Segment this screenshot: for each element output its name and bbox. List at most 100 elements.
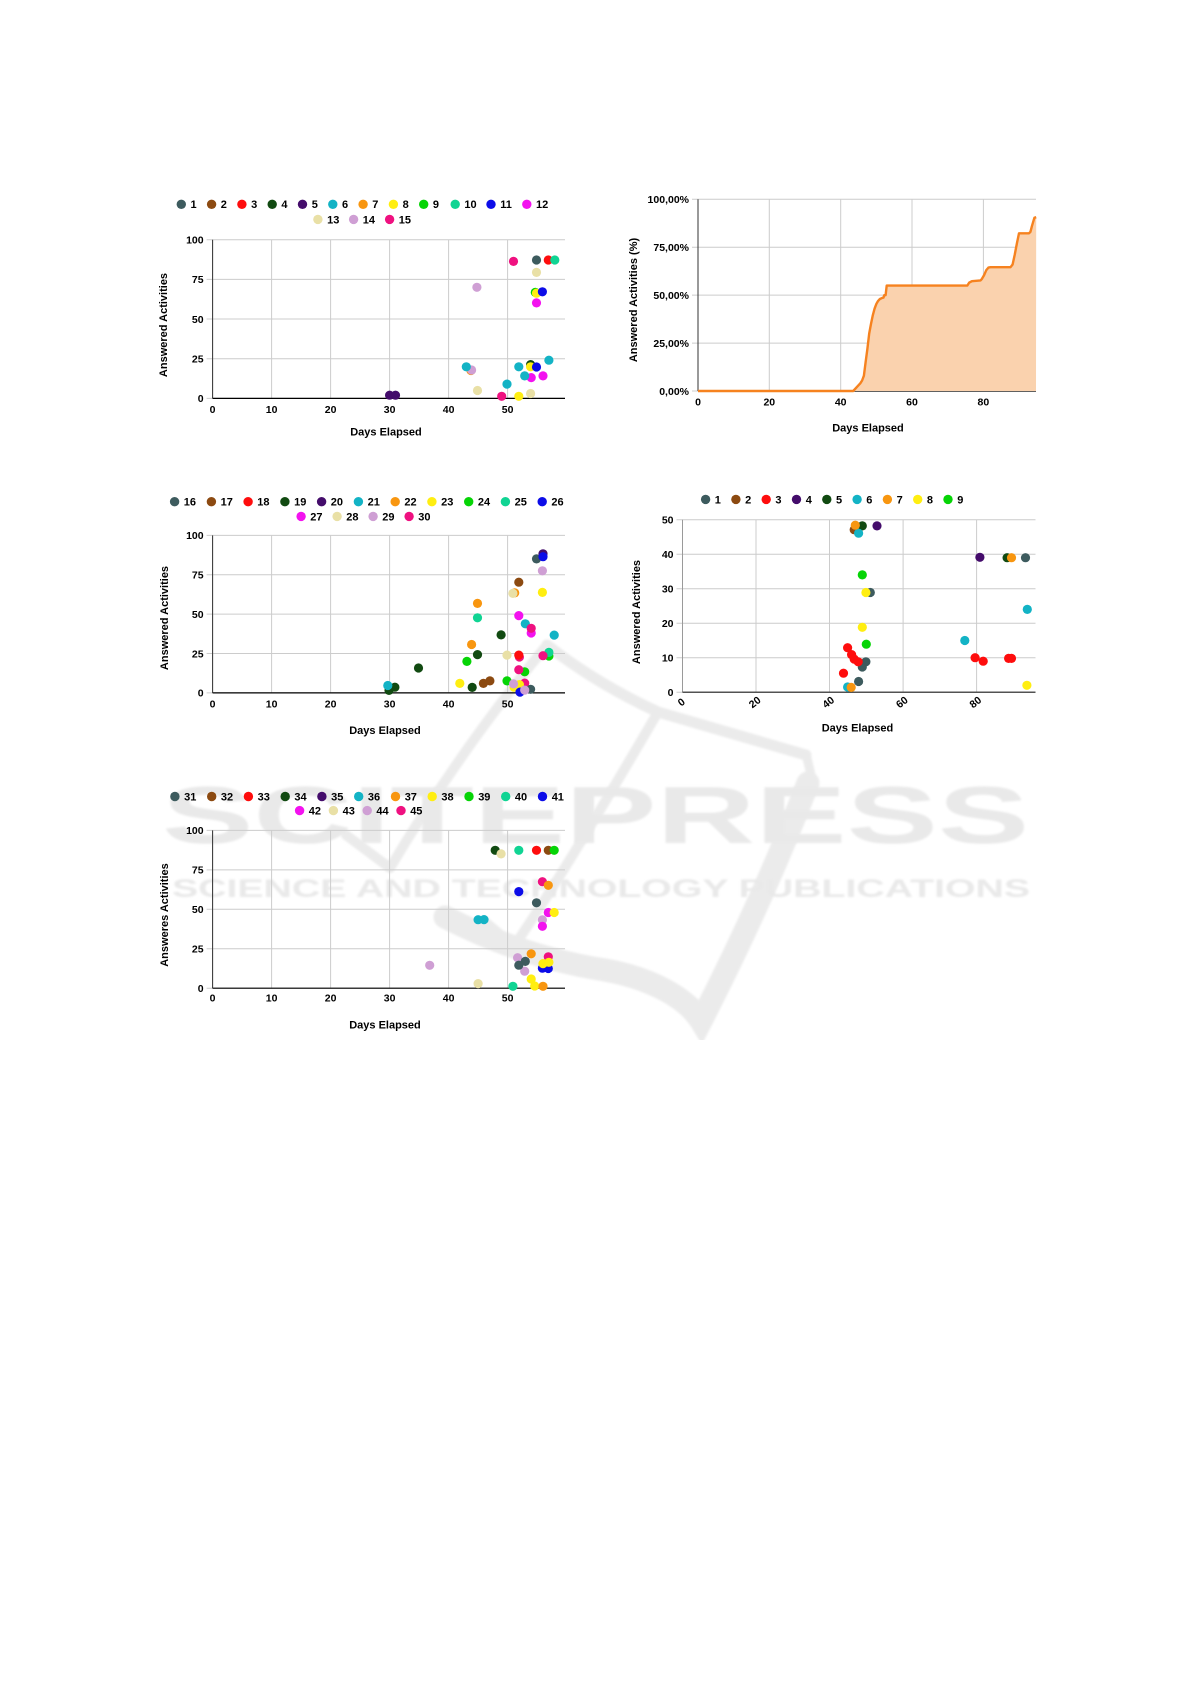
svg-text:0: 0 [198,393,204,405]
svg-text:100: 100 [186,825,204,837]
svg-text:25: 25 [192,354,204,366]
svg-text:20: 20 [763,397,775,409]
svg-text:0: 0 [198,983,204,995]
svg-text:16: 16 [184,497,196,509]
svg-text:41: 41 [552,791,564,803]
svg-text:43: 43 [343,806,355,818]
svg-text:SCITEPRESS: SCITEPRESS [162,770,1029,861]
svg-text:8: 8 [403,199,409,211]
svg-text:0: 0 [668,687,674,699]
svg-text:3: 3 [251,199,257,211]
svg-text:21: 21 [368,497,380,509]
svg-text:Answered Activities: Answered Activities [631,560,643,664]
svg-text:0: 0 [210,404,216,416]
svg-text:40: 40 [515,791,527,803]
svg-text:33: 33 [258,791,270,803]
svg-text:20: 20 [325,698,337,710]
svg-text:60: 60 [906,397,918,409]
svg-text:100: 100 [186,235,204,247]
svg-text:29: 29 [382,511,394,523]
svg-text:5: 5 [836,494,842,506]
svg-text:1: 1 [191,199,197,211]
svg-text:24: 24 [478,497,491,509]
svg-text:50: 50 [502,404,514,416]
svg-text:27: 27 [310,511,322,523]
svg-text:10: 10 [266,993,278,1005]
svg-text:2: 2 [221,199,227,211]
svg-text:14: 14 [363,214,376,226]
svg-text:37: 37 [405,791,417,803]
svg-text:100: 100 [186,530,204,542]
svg-text:7: 7 [372,199,378,211]
svg-text:10: 10 [662,653,674,665]
svg-text:13: 13 [327,214,339,226]
svg-text:0: 0 [198,688,204,700]
svg-text:40: 40 [443,993,455,1005]
svg-text:9: 9 [433,199,439,211]
svg-text:80: 80 [978,397,990,409]
svg-text:19: 19 [294,497,306,509]
svg-text:75,00%: 75,00% [653,242,689,254]
svg-text:4: 4 [281,199,288,211]
svg-text:10: 10 [464,199,476,211]
svg-text:10: 10 [266,698,278,710]
svg-text:Answeres Activities: Answeres Activities [159,863,171,967]
svg-text:12: 12 [536,199,548,211]
svg-text:5: 5 [312,199,318,211]
svg-text:25,00%: 25,00% [653,338,689,350]
svg-text:20: 20 [325,993,337,1005]
svg-text:0: 0 [210,698,216,710]
svg-text:35: 35 [331,791,343,803]
svg-text:40: 40 [662,549,674,561]
svg-text:38: 38 [441,791,453,803]
svg-text:20: 20 [331,497,343,509]
svg-text:30: 30 [384,698,396,710]
svg-text:100,00%: 100,00% [648,194,690,206]
svg-text:3: 3 [775,494,781,506]
svg-text:44: 44 [376,806,389,818]
svg-text:40: 40 [835,397,847,409]
svg-text:1: 1 [715,494,721,506]
svg-text:7: 7 [897,494,903,506]
svg-text:0,00%: 0,00% [659,386,689,398]
svg-text:Answered Activities: Answered Activities [158,273,170,377]
svg-text:SCIENCE AND TECHNOLOGY PUBLICA: SCIENCE AND TECHNOLOGY PUBLICATIONS [172,875,1030,903]
svg-text:Days Elapsed: Days Elapsed [822,723,894,735]
svg-text:6: 6 [866,494,872,506]
svg-text:9: 9 [957,494,963,506]
svg-text:25: 25 [192,944,204,956]
svg-text:50: 50 [502,993,514,1005]
svg-text:17: 17 [221,497,233,509]
svg-text:Answered Activities: Answered Activities [159,566,171,670]
svg-text:22: 22 [404,497,416,509]
svg-text:4: 4 [806,494,813,506]
svg-text:40: 40 [443,698,455,710]
svg-text:30: 30 [418,511,430,523]
svg-text:0: 0 [210,993,216,1005]
svg-text:15: 15 [399,214,411,226]
svg-text:20: 20 [325,404,337,416]
svg-text:23: 23 [441,497,453,509]
svg-text:28: 28 [346,511,358,523]
svg-text:32: 32 [221,791,233,803]
svg-text:50: 50 [192,904,204,916]
svg-text:50,00%: 50,00% [653,290,689,302]
svg-text:26: 26 [551,497,563,509]
svg-text:39: 39 [478,791,490,803]
svg-text:8: 8 [927,494,933,506]
svg-text:Days Elapsed: Days Elapsed [349,1020,421,1032]
svg-text:75: 75 [192,865,204,877]
svg-text:75: 75 [192,570,204,582]
svg-text:25: 25 [192,648,204,660]
svg-text:30: 30 [384,993,396,1005]
svg-text:36: 36 [368,791,380,803]
svg-text:42: 42 [309,806,321,818]
svg-text:30: 30 [384,404,396,416]
svg-text:50: 50 [662,515,674,527]
svg-text:25: 25 [515,497,527,509]
svg-text:Days Elapsed: Days Elapsed [832,423,904,435]
svg-text:75: 75 [192,274,204,286]
svg-text:20: 20 [662,618,674,630]
svg-text:50: 50 [192,609,204,621]
svg-text:Days Elapsed: Days Elapsed [350,427,422,439]
